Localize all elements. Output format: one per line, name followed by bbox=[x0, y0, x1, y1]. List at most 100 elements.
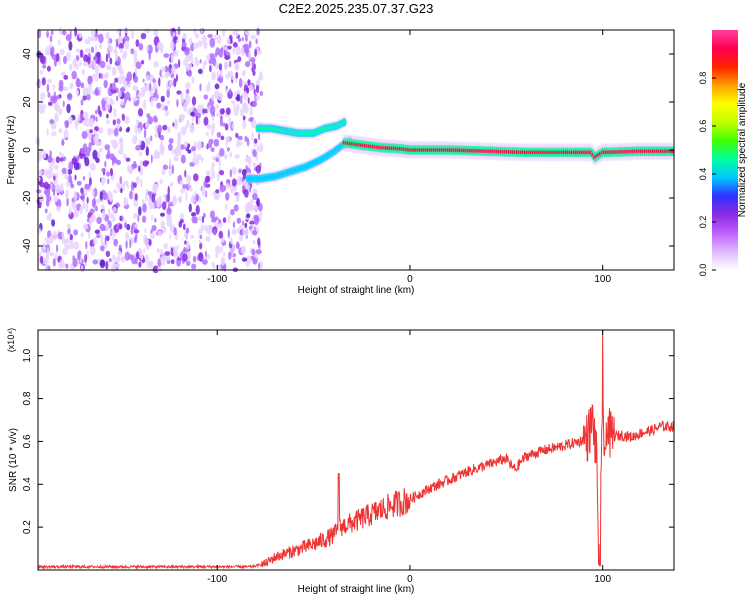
noise-speck bbox=[211, 94, 215, 102]
spectrogram-xtick-label: 0 bbox=[407, 274, 413, 285]
noise-speck bbox=[219, 148, 225, 157]
noise-speck bbox=[109, 57, 113, 65]
noise-speck bbox=[119, 143, 124, 150]
noise-speck bbox=[153, 60, 159, 68]
noise-speck bbox=[88, 118, 95, 128]
noise-speck bbox=[113, 158, 118, 164]
noise-speck bbox=[118, 148, 124, 155]
noise-speck bbox=[48, 211, 52, 222]
noise-speck bbox=[121, 86, 125, 94]
noise-speck bbox=[208, 138, 213, 149]
noise-speck bbox=[206, 143, 209, 150]
noise-speck bbox=[88, 47, 92, 53]
noise-speck bbox=[171, 197, 178, 206]
noise-speck bbox=[243, 43, 249, 54]
noise-speck bbox=[158, 77, 161, 87]
noise-speck bbox=[235, 45, 241, 56]
noise-speck bbox=[227, 229, 230, 239]
noise-speck bbox=[228, 251, 232, 260]
noise-speck bbox=[142, 215, 147, 223]
noise-speck bbox=[106, 113, 109, 119]
noise-speck bbox=[163, 242, 168, 250]
noise-speck bbox=[88, 177, 92, 186]
noise-speck bbox=[90, 46, 95, 54]
noise-speck bbox=[195, 115, 199, 125]
noise-speck bbox=[253, 63, 256, 71]
noise-speck bbox=[230, 209, 235, 216]
noise-speck bbox=[120, 188, 123, 194]
snr-ytick-label: 0.8 bbox=[22, 391, 33, 405]
spectrogram-ticks: -100 0 100 -40 -20 0 20 40 bbox=[22, 30, 674, 285]
noise-speck bbox=[98, 126, 104, 134]
snr-multiplier: (x10⁴) bbox=[6, 328, 16, 352]
noise-speck bbox=[206, 224, 208, 234]
noise-speck bbox=[190, 111, 195, 117]
noise-speck bbox=[209, 65, 212, 72]
noise-speck bbox=[104, 160, 107, 168]
noise-speck bbox=[92, 259, 99, 265]
noise-speck bbox=[124, 80, 128, 87]
noise-speck bbox=[213, 229, 217, 236]
noise-speck bbox=[144, 138, 149, 148]
noise-speck bbox=[129, 239, 132, 249]
noise-speck bbox=[218, 230, 224, 239]
noise-speck bbox=[39, 255, 44, 264]
noise-speck bbox=[160, 212, 165, 217]
noise-speck bbox=[255, 249, 262, 255]
noise-speck bbox=[239, 95, 243, 105]
noise-speck bbox=[245, 35, 248, 43]
noise-speck bbox=[187, 63, 193, 69]
spectrogram-ytick-label: 40 bbox=[22, 48, 33, 60]
noise-speck bbox=[80, 99, 84, 106]
noise-speck bbox=[105, 260, 109, 270]
noise-speck bbox=[225, 203, 228, 211]
noise-speck bbox=[173, 77, 177, 88]
noise-speck bbox=[204, 175, 210, 183]
noise-speck bbox=[188, 37, 193, 46]
noise-speck bbox=[104, 96, 109, 102]
noise-speck bbox=[213, 195, 220, 200]
noise-speck bbox=[73, 210, 78, 218]
noise-speck bbox=[114, 52, 118, 61]
noise-speck bbox=[235, 71, 239, 79]
noise-speck bbox=[235, 62, 239, 70]
noise-speck bbox=[232, 46, 235, 55]
noise-speck bbox=[55, 102, 60, 113]
noise-speck bbox=[80, 147, 86, 154]
noise-speck bbox=[233, 102, 236, 113]
snr-xlabel: Height of straight line (km) bbox=[298, 584, 415, 595]
noise-speck bbox=[170, 259, 175, 265]
noise-speck bbox=[60, 262, 66, 268]
noise-speck bbox=[84, 117, 91, 128]
noise-speck bbox=[225, 179, 231, 184]
noise-speck bbox=[85, 202, 89, 213]
noise-speck bbox=[218, 63, 223, 71]
noise-speck bbox=[105, 250, 111, 258]
noise-speck bbox=[188, 51, 193, 60]
noise-speck bbox=[125, 157, 131, 162]
noise-speck bbox=[190, 235, 195, 239]
noise-speck bbox=[202, 108, 209, 114]
noise-speck bbox=[52, 230, 57, 241]
noise-speck bbox=[112, 206, 117, 213]
noise-speck bbox=[141, 199, 145, 205]
noise-speck bbox=[99, 110, 102, 118]
noise-speck bbox=[124, 40, 130, 50]
noise-speck bbox=[101, 209, 106, 220]
noise-speck bbox=[104, 144, 111, 151]
noise-speck bbox=[144, 227, 147, 234]
noise-speck bbox=[192, 255, 197, 263]
noise-speck bbox=[111, 215, 116, 222]
noise-speck bbox=[49, 173, 55, 178]
noise-speck bbox=[151, 224, 157, 232]
noise-speck bbox=[255, 95, 260, 101]
noise-speck bbox=[257, 133, 261, 141]
noise-speck bbox=[253, 217, 257, 225]
noise-speck bbox=[138, 206, 142, 216]
noise-speck bbox=[119, 176, 123, 185]
snr-ylabel: SNR (10 * v/v) bbox=[8, 428, 19, 492]
noise-speck bbox=[166, 88, 170, 99]
noise-speck bbox=[178, 59, 181, 68]
noise-speck bbox=[91, 198, 96, 208]
noise-speck bbox=[207, 33, 213, 38]
